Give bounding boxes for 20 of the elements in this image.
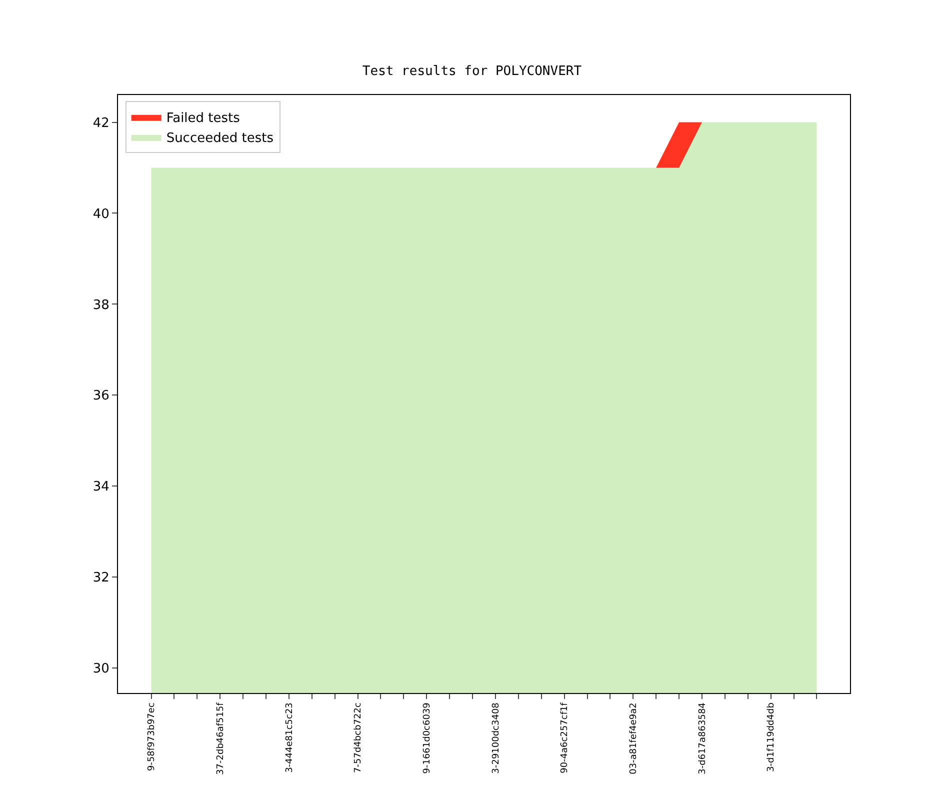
x-tick-label: 9-58f973b97ec — [147, 702, 158, 772]
y-tick-label: 34 — [92, 480, 110, 495]
x-tick-label: 3-d617a863584 — [698, 702, 708, 774]
chart-title: Test results for POLYCONVERT — [362, 64, 582, 79]
y-tick-label: 38 — [92, 298, 110, 313]
y-tick-label: 30 — [92, 662, 110, 677]
x-tick-label: 03-a81fef4e9a2 — [629, 702, 640, 774]
x-tick-label: 7-57d4bcb722c — [354, 702, 364, 773]
legend-label: Failed tests — [166, 111, 240, 126]
x-tick-label: 9-1661d0c6039 — [422, 702, 433, 774]
x-tick-label: 3-29100dc3408 — [491, 702, 502, 774]
legend-label: Succeeded tests — [166, 130, 274, 146]
x-tick-label: 3-444e81c5c23 — [284, 702, 295, 773]
y-tick-label: 36 — [92, 388, 110, 404]
y-tick-label: 40 — [92, 206, 110, 222]
x-tick-label: 37-2db46af515f — [216, 702, 226, 775]
y-tick-label: 42 — [92, 116, 110, 131]
y-tick-label: 32 — [92, 570, 110, 586]
x-tick-label: 3-d1f119dd4db — [766, 702, 777, 772]
x-tick-label: 90-4a6c257cf1f — [560, 702, 570, 774]
